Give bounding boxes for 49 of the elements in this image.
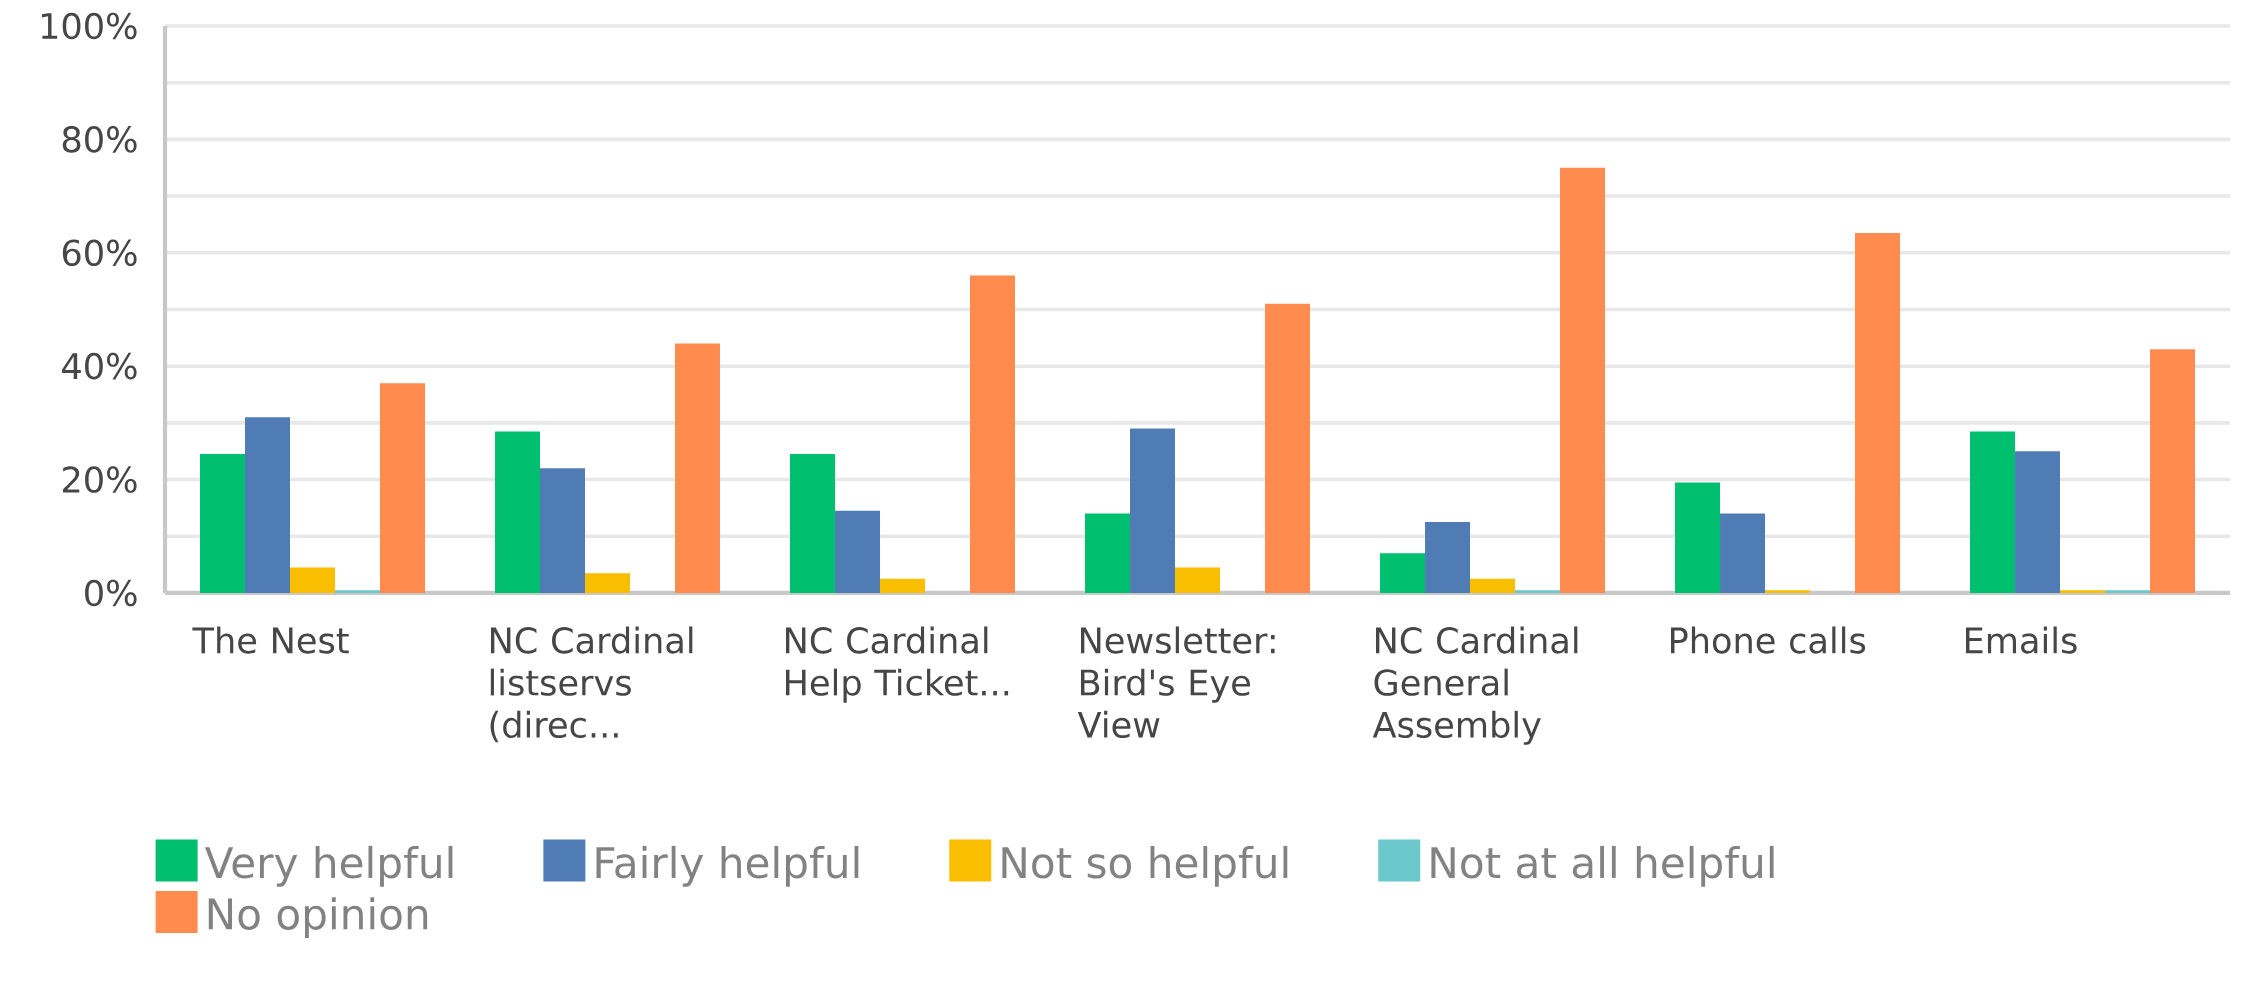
legend-label: No opinion (208, 897, 428, 939)
bar (790, 454, 836, 593)
y-tick-label: 40% (62, 352, 137, 380)
bar (1380, 553, 1426, 593)
x-tick-label: Phone calls (1671, 626, 1866, 654)
x-tick-label: Emails (1966, 626, 2077, 654)
bar (2150, 349, 2196, 593)
bar (1265, 303, 1311, 593)
x-tick-label: NC Cardinal Help Ticket... (785, 626, 1009, 703)
bar (245, 417, 290, 593)
bar (540, 468, 586, 593)
bar (1765, 590, 1811, 593)
y-tick-label: 80% (62, 126, 137, 153)
bar (880, 578, 926, 593)
x-tick-label: NC Cardinal General Assembly (1372, 626, 1578, 745)
bar (2105, 590, 2151, 593)
bar (1970, 431, 2016, 593)
bar (2060, 590, 2106, 593)
legend-label: Not so helpful (1002, 845, 1288, 887)
y-tick-label: 20% (63, 466, 137, 493)
y-tick-label: 0% (85, 579, 137, 607)
bar (2015, 451, 2061, 593)
bar (200, 454, 246, 593)
bar (1130, 428, 1176, 593)
legend-label: Very helpful (204, 845, 453, 887)
bar (1425, 522, 1471, 593)
x-tick-label: NC Cardinal listservs (direc... (490, 626, 693, 743)
bar (1470, 578, 1516, 593)
bar (1855, 232, 1901, 593)
bar (675, 343, 720, 593)
bar (380, 383, 426, 593)
bar (290, 567, 336, 593)
x-tick-label: Newsletter: Bird's Eye View (1077, 626, 1275, 739)
legend-label: Not at all helpful (1431, 845, 1774, 887)
bar (495, 431, 541, 593)
legend-label: Fairly helpful (596, 845, 859, 887)
bar (585, 573, 631, 593)
bar (1560, 167, 1606, 593)
x-tick-label: The Nest (192, 626, 349, 654)
bar (1175, 567, 1221, 593)
y-tick-label: 100% (41, 12, 137, 40)
bar (335, 590, 380, 593)
bar (1720, 513, 1766, 593)
bar (1085, 513, 1131, 593)
bar (1515, 590, 1561, 593)
bar (1675, 482, 1721, 593)
y-tick-label: 60% (62, 239, 137, 267)
bar (835, 510, 881, 593)
bar (970, 275, 1016, 593)
